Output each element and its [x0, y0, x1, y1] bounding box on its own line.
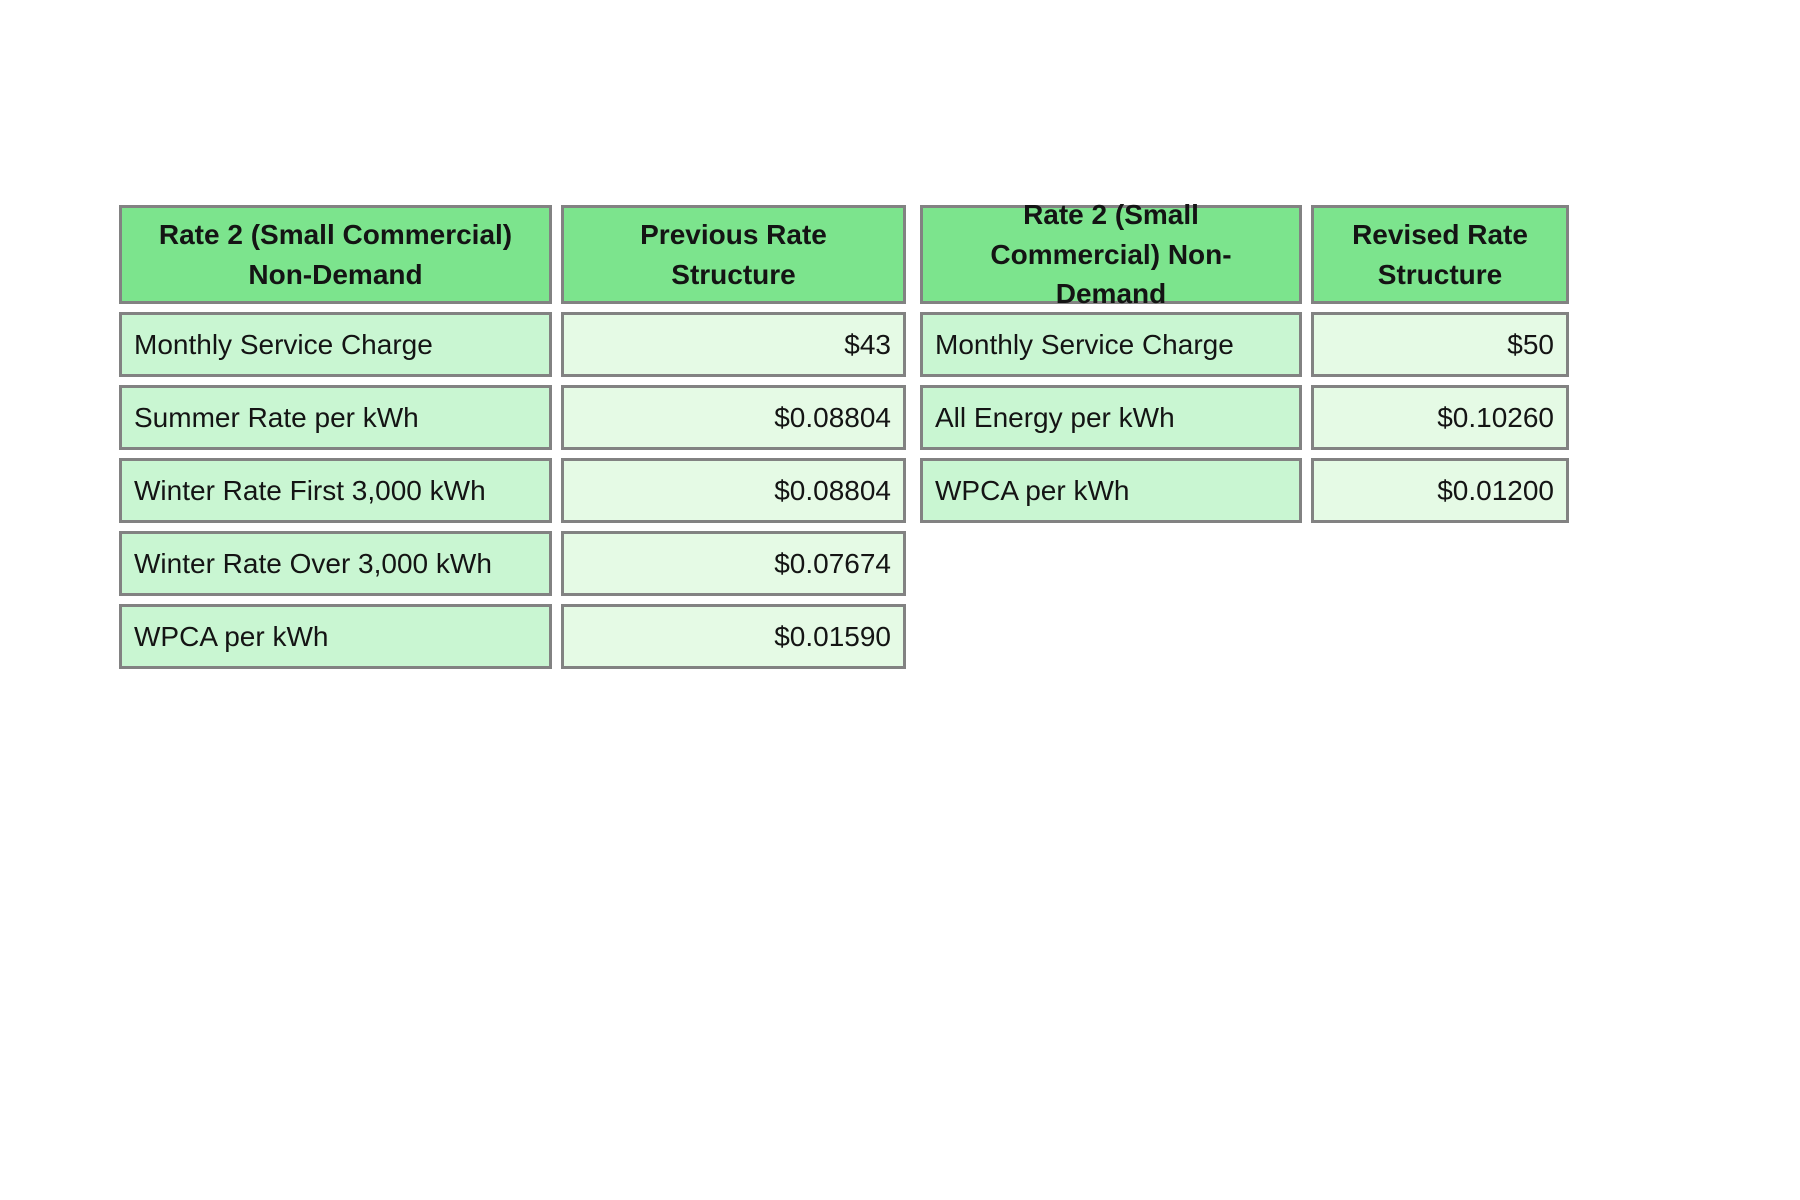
- table-row-label: WPCA per kWh: [920, 458, 1302, 523]
- table-row-label: Monthly Service Charge: [920, 312, 1302, 377]
- revised-table-structure-header: Revised Rate Structure: [1311, 205, 1569, 304]
- table-row-label: Winter Rate Over 3,000 kWh: [119, 531, 552, 596]
- table-row-label: Winter Rate First 3,000 kWh: [119, 458, 552, 523]
- table-row-value: $0.01590: [561, 604, 906, 669]
- rate-tables-container: Rate 2 (Small Commercial) Non-Demand Pre…: [119, 199, 1569, 669]
- table-row-label: All Energy per kWh: [920, 385, 1302, 450]
- table-row-label: Monthly Service Charge: [119, 312, 552, 377]
- previous-rate-table: Rate 2 (Small Commercial) Non-Demand Pre…: [119, 205, 906, 669]
- revised-rate-table: Rate 2 (Small Commercial) Non-Demand Rev…: [920, 199, 1569, 523]
- table-row-value: $0.10260: [1311, 385, 1569, 450]
- previous-table-structure-header: Previous Rate Structure: [561, 205, 906, 304]
- table-row-label: WPCA per kWh: [119, 604, 552, 669]
- table-row-value: $0.01200: [1311, 458, 1569, 523]
- table-row-value: $0.08804: [561, 385, 906, 450]
- table-row-label: Summer Rate per kWh: [119, 385, 552, 450]
- table-row-value: $0.07674: [561, 531, 906, 596]
- table-row-value: $0.08804: [561, 458, 906, 523]
- revised-table-rate-class-header: Rate 2 (Small Commercial) Non-Demand: [920, 199, 1302, 309]
- table-row-value: $50: [1311, 312, 1569, 377]
- table-row-value: $43: [561, 312, 906, 377]
- previous-table-rate-class-header: Rate 2 (Small Commercial) Non-Demand: [119, 205, 552, 304]
